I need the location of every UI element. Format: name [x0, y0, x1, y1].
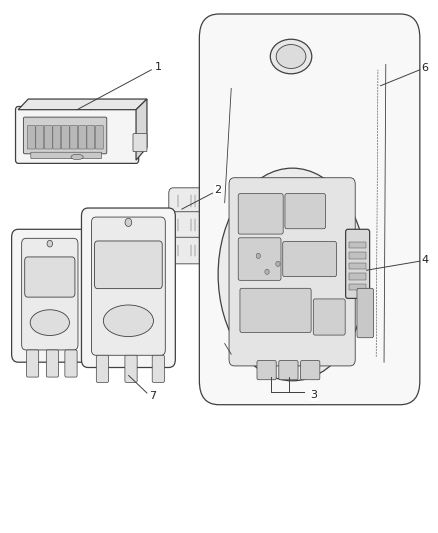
FancyBboxPatch shape [169, 188, 203, 214]
FancyBboxPatch shape [92, 217, 165, 356]
Polygon shape [18, 99, 147, 110]
Text: 1: 1 [154, 62, 161, 72]
FancyBboxPatch shape [125, 356, 137, 382]
FancyBboxPatch shape [36, 126, 44, 149]
FancyBboxPatch shape [81, 208, 175, 368]
Bar [349, 284, 366, 290]
Bar [349, 273, 366, 280]
FancyBboxPatch shape [61, 126, 69, 149]
FancyBboxPatch shape [23, 117, 107, 154]
Ellipse shape [71, 155, 83, 160]
Ellipse shape [270, 39, 312, 74]
Bar [349, 241, 366, 248]
FancyBboxPatch shape [53, 126, 61, 149]
Text: 2: 2 [215, 185, 222, 195]
Text: 3: 3 [311, 390, 318, 400]
FancyBboxPatch shape [78, 126, 86, 149]
FancyBboxPatch shape [26, 350, 39, 377]
Ellipse shape [218, 168, 367, 381]
FancyBboxPatch shape [15, 107, 139, 164]
FancyBboxPatch shape [169, 212, 203, 238]
FancyBboxPatch shape [27, 126, 35, 149]
FancyBboxPatch shape [346, 229, 370, 298]
FancyBboxPatch shape [87, 126, 95, 149]
FancyBboxPatch shape [152, 356, 164, 382]
FancyBboxPatch shape [31, 152, 102, 159]
FancyBboxPatch shape [199, 14, 420, 405]
Bar [349, 263, 366, 269]
Circle shape [125, 219, 132, 227]
FancyBboxPatch shape [283, 241, 336, 277]
Circle shape [276, 261, 280, 266]
Text: 4: 4 [421, 255, 429, 265]
Text: 7: 7 [149, 391, 156, 401]
FancyBboxPatch shape [229, 177, 355, 366]
FancyBboxPatch shape [169, 237, 203, 264]
Ellipse shape [276, 45, 306, 68]
FancyBboxPatch shape [133, 134, 147, 152]
Ellipse shape [103, 305, 153, 336]
FancyBboxPatch shape [70, 126, 78, 149]
Bar [349, 252, 366, 259]
FancyBboxPatch shape [65, 350, 77, 377]
FancyBboxPatch shape [300, 361, 320, 379]
FancyBboxPatch shape [285, 193, 325, 229]
FancyBboxPatch shape [12, 229, 88, 362]
FancyBboxPatch shape [44, 126, 52, 149]
FancyBboxPatch shape [25, 257, 75, 297]
FancyBboxPatch shape [240, 288, 311, 333]
FancyBboxPatch shape [46, 350, 59, 377]
Circle shape [265, 269, 269, 274]
FancyBboxPatch shape [279, 361, 298, 379]
Polygon shape [136, 99, 147, 160]
FancyBboxPatch shape [95, 241, 162, 288]
FancyBboxPatch shape [313, 299, 345, 335]
FancyBboxPatch shape [95, 126, 103, 149]
Circle shape [256, 253, 261, 259]
Circle shape [47, 240, 53, 247]
FancyBboxPatch shape [357, 288, 374, 338]
FancyBboxPatch shape [257, 361, 276, 379]
FancyBboxPatch shape [21, 238, 78, 350]
FancyBboxPatch shape [96, 356, 109, 382]
FancyBboxPatch shape [238, 193, 283, 234]
Text: 6: 6 [422, 63, 428, 73]
FancyBboxPatch shape [238, 238, 281, 280]
Ellipse shape [30, 310, 70, 335]
